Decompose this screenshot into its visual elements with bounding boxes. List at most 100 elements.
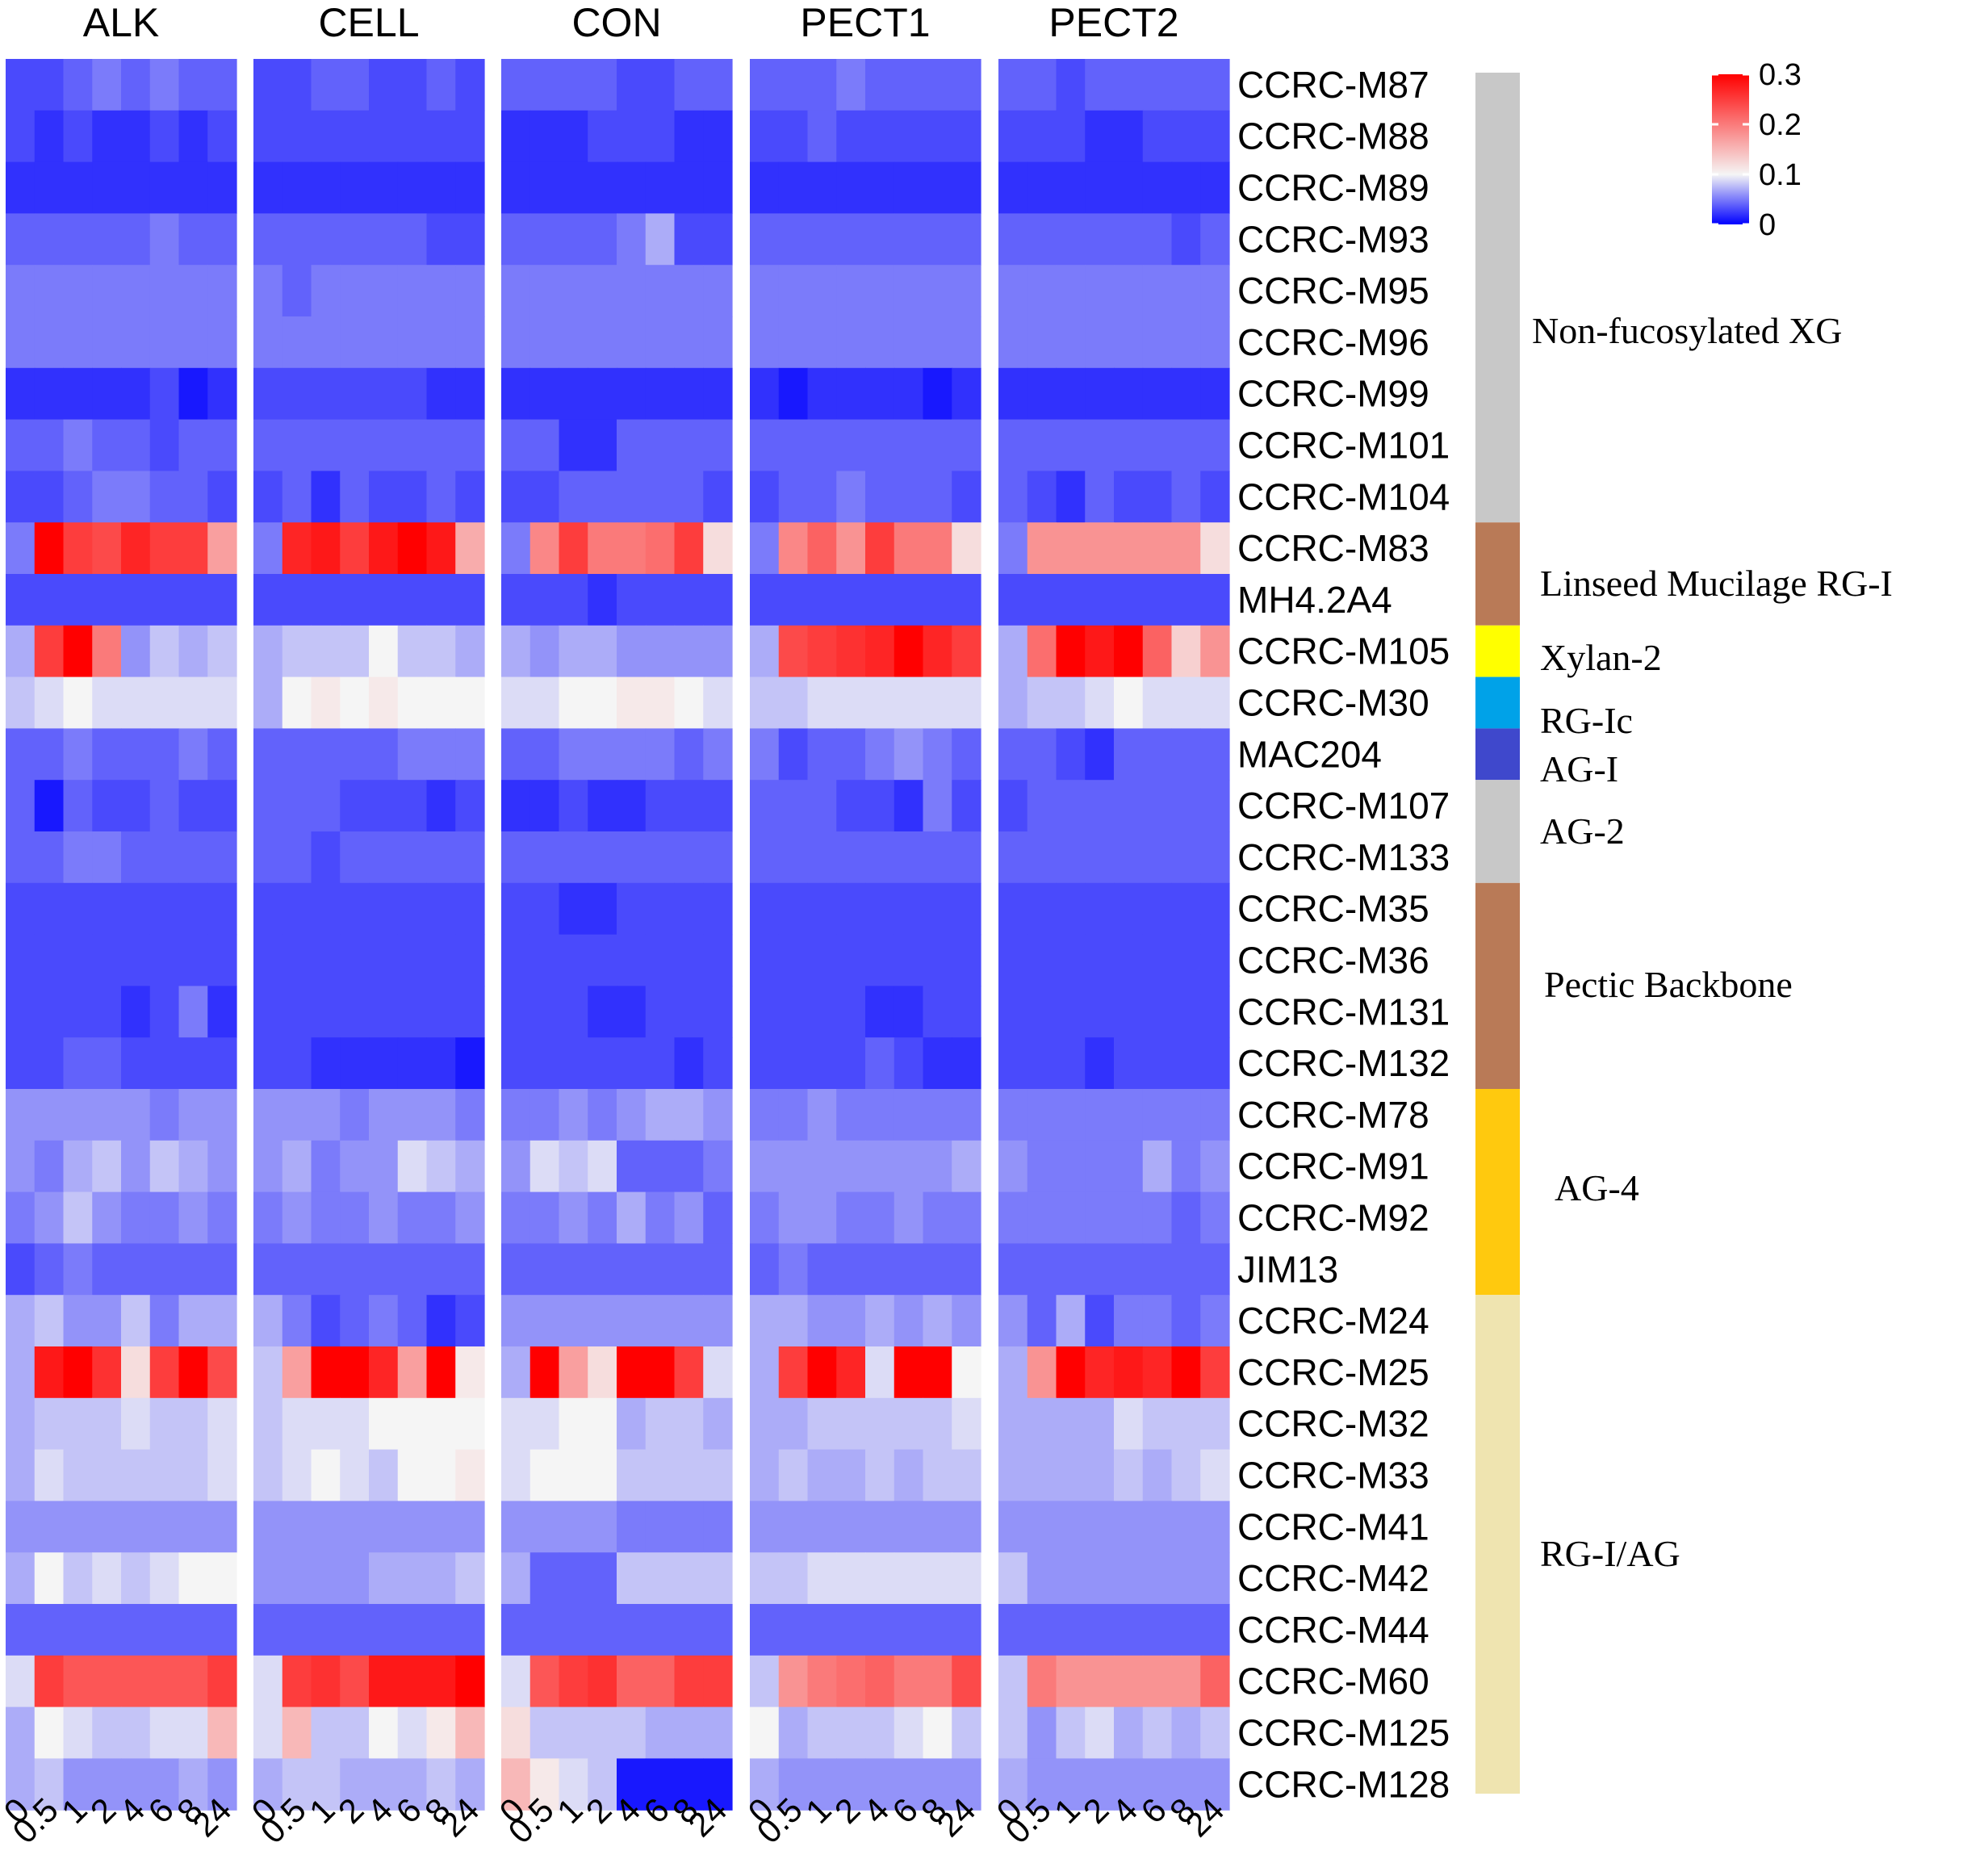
heatmap-cell <box>207 1191 237 1244</box>
heatmap-cell <box>178 1552 208 1605</box>
heatmap-cell <box>34 1552 65 1605</box>
heatmap-cell <box>340 213 370 266</box>
heatmap-cell <box>149 831 180 884</box>
heatmap-cell <box>1200 1089 1230 1141</box>
heatmap-cell <box>778 1552 809 1605</box>
heatmap-cell <box>703 1346 733 1399</box>
heatmap-cell <box>1200 1140 1230 1193</box>
heatmap-cell <box>559 1089 588 1141</box>
heatmap-cell <box>1171 1655 1201 1708</box>
heatmap-cell <box>455 110 485 163</box>
heatmap-cell <box>1142 59 1173 111</box>
heatmap-cell <box>894 1346 924 1399</box>
heatmap-cell <box>923 1655 952 1708</box>
heatmap-cell <box>253 419 283 471</box>
heatmap-cell <box>674 1243 704 1296</box>
heatmap-cell <box>529 1089 560 1141</box>
heatmap-cell <box>311 265 341 317</box>
heatmap-cell <box>529 1346 560 1399</box>
heatmap-cell <box>1200 1191 1230 1244</box>
heatmap-cell <box>923 1449 952 1501</box>
heatmap-cell <box>63 522 93 575</box>
heatmap-cell <box>340 419 370 471</box>
heatmap-cell <box>121 110 151 163</box>
heatmap-cell <box>1200 471 1230 523</box>
heatmap-cell <box>397 1501 428 1553</box>
heatmap-cell <box>952 1655 981 1708</box>
heatmap-cell <box>1142 882 1173 936</box>
heatmap-cell <box>121 522 151 575</box>
heatmap-cell <box>836 522 866 575</box>
heatmap-cell <box>340 1449 370 1501</box>
heatmap-cell <box>340 780 370 832</box>
heatmap-cell <box>645 265 676 317</box>
heatmap-cell <box>311 367 341 421</box>
heatmap-cell <box>865 471 895 523</box>
heatmap-cell <box>34 934 65 986</box>
heatmap-cell <box>529 1552 560 1605</box>
heatmap-cell <box>645 1191 676 1244</box>
heatmap-cell <box>617 1140 647 1193</box>
heatmap-cell <box>923 265 952 317</box>
heatmap-cell <box>998 419 1028 471</box>
heatmap-cell <box>750 1243 780 1296</box>
heatmap-cell <box>1171 471 1201 523</box>
heatmap-cell <box>865 1552 895 1605</box>
heatmap-cell <box>1200 265 1230 317</box>
heatmap-cell <box>1200 110 1230 163</box>
heatmap-cell <box>426 1449 456 1501</box>
heatmap-cell <box>894 1552 924 1605</box>
heatmap-cell <box>1200 1758 1230 1811</box>
row-label: CCRC-M107 <box>1237 785 1450 827</box>
heatmap-cell <box>952 471 981 523</box>
heatmap-cell <box>998 471 1028 523</box>
heatmap-cell <box>1085 419 1115 471</box>
heatmap-cell <box>6 1191 36 1244</box>
heatmap-cell <box>282 316 312 369</box>
colorbar-tick-label: 0.3 <box>1759 58 1802 92</box>
heatmap-cell <box>836 1191 866 1244</box>
heatmap-cell <box>778 1397 809 1451</box>
heatmap-cell <box>617 1655 647 1708</box>
heatmap-cell <box>178 625 208 678</box>
heatmap-cell <box>778 471 809 523</box>
heatmap-cell <box>207 1501 237 1553</box>
heatmap-cell <box>894 1397 924 1451</box>
heatmap-cell <box>588 1552 617 1605</box>
group-label: AG-4 <box>1555 1167 1639 1208</box>
heatmap-cell <box>426 1346 456 1399</box>
heatmap-cell <box>121 882 151 936</box>
heatmap-cell <box>1085 161 1115 214</box>
heatmap-cell <box>1171 728 1201 781</box>
heatmap-cell <box>1200 1655 1230 1708</box>
heatmap-cell <box>63 728 93 781</box>
heatmap-cell <box>34 831 65 884</box>
heatmap-cell <box>253 1089 283 1141</box>
heatmap-cell <box>894 1604 924 1656</box>
heatmap-cell <box>426 367 456 421</box>
heatmap-cell <box>1085 831 1115 884</box>
heatmap-cell <box>121 574 151 626</box>
heatmap-cell <box>397 419 428 471</box>
heatmap-cell <box>1056 1140 1086 1193</box>
heatmap-cell <box>645 934 676 986</box>
heatmap-cell <box>894 522 924 575</box>
heatmap-cell <box>529 780 560 832</box>
heatmap-cell <box>121 1501 151 1553</box>
heatmap-cell <box>1171 213 1201 266</box>
heatmap-cell <box>703 316 733 369</box>
heatmap-cell <box>559 1552 588 1605</box>
heatmap-cell <box>1056 1243 1086 1296</box>
heatmap-cell <box>865 213 895 266</box>
heatmap-cell <box>1027 471 1057 523</box>
heatmap-cell <box>178 59 208 111</box>
heatmap-cell <box>894 1501 924 1553</box>
heatmap-cell <box>703 471 733 523</box>
heatmap-cell <box>529 1449 560 1501</box>
heatmap-cell <box>952 1140 981 1193</box>
heatmap-cell <box>529 419 560 471</box>
heatmap-cell <box>397 1346 428 1399</box>
group-label: Linseed Mucilage RG-I <box>1540 563 1893 604</box>
heatmap-cell <box>750 110 780 163</box>
heatmap-cell <box>426 1295 456 1347</box>
